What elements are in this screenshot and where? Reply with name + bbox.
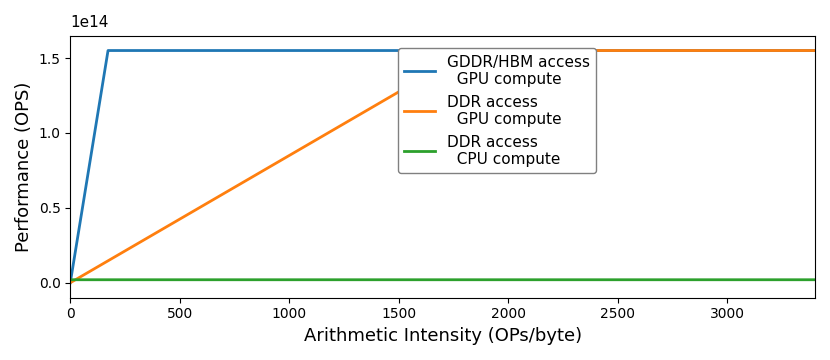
Y-axis label: Performance (OPS): Performance (OPS) (15, 81, 33, 252)
DDR access
  GPU compute (770, 48, 780, 53)
GDDR/HBM access
  GPU compute (212, 48, 222, 53)
Legend: GDDR/HBM access
  GPU compute, DDR access
  GPU compute, DDR access
  CPU comput: GDDR/HBM access GPU compute, DDR access … (398, 49, 596, 173)
DDR access
  CPU compute (66, 278, 76, 282)
DDR access
  GPU compute (69, 279, 79, 283)
GDDR/HBM access
  GPU compute (96, 91, 106, 95)
DDR access
  CPU compute (212, 278, 222, 282)
DDR access
  GPU compute (429, 69, 439, 73)
DDR access
  CPU compute (770, 278, 780, 282)
DDR access
  CPU compute (429, 278, 439, 282)
DDR access
  GPU compute (212, 196, 222, 200)
GDDR/HBM access
  GPU compute (110, 48, 120, 53)
DDR access
  CPU compute (96, 278, 106, 282)
DDR access
  GPU compute (465, 48, 475, 53)
GDDR/HBM access
  GPU compute (103, 48, 113, 53)
GDDR/HBM access
  GPU compute (69, 260, 79, 264)
DDR access
  CPU compute (69, 278, 79, 282)
DDR access
  CPU compute (810, 278, 820, 282)
GDDR/HBM access
  GPU compute (810, 48, 820, 53)
DDR access
  GPU compute (66, 280, 76, 285)
Line: GDDR/HBM access
  GPU compute: GDDR/HBM access GPU compute (71, 50, 815, 283)
DDR access
  GPU compute (110, 255, 120, 259)
Line: DDR access
  GPU compute: DDR access GPU compute (71, 50, 815, 283)
Text: 1e14: 1e14 (71, 15, 109, 30)
GDDR/HBM access
  GPU compute (66, 280, 76, 285)
GDDR/HBM access
  GPU compute (429, 48, 439, 53)
DDR access
  GPU compute (810, 48, 820, 53)
DDR access
  CPU compute (110, 278, 120, 282)
DDR access
  GPU compute (96, 263, 106, 267)
GDDR/HBM access
  GPU compute (770, 48, 780, 53)
X-axis label: Arithmetic Intensity (OPs/byte): Arithmetic Intensity (OPs/byte) (304, 327, 582, 345)
